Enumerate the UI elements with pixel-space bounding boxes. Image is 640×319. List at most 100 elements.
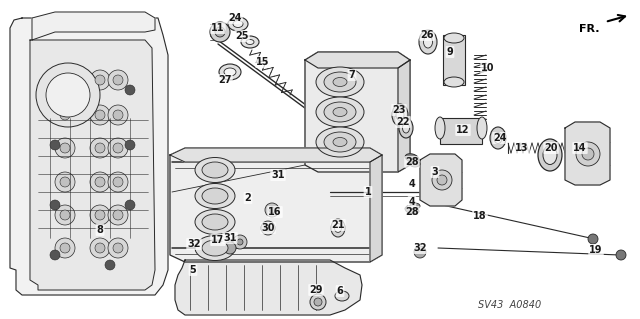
Circle shape xyxy=(55,205,75,225)
Ellipse shape xyxy=(246,40,254,44)
Text: 22: 22 xyxy=(396,117,410,127)
Circle shape xyxy=(125,85,135,95)
Ellipse shape xyxy=(335,291,349,301)
Circle shape xyxy=(95,75,105,85)
Circle shape xyxy=(426,190,434,198)
Circle shape xyxy=(437,175,447,185)
Ellipse shape xyxy=(477,117,487,139)
Text: 32: 32 xyxy=(188,239,201,249)
Text: 31: 31 xyxy=(223,233,237,243)
Text: 13: 13 xyxy=(515,143,529,153)
Circle shape xyxy=(60,243,70,253)
Ellipse shape xyxy=(324,132,356,152)
Circle shape xyxy=(310,294,326,310)
Circle shape xyxy=(105,260,115,270)
Circle shape xyxy=(90,138,110,158)
Polygon shape xyxy=(305,52,410,68)
Circle shape xyxy=(237,239,243,245)
Ellipse shape xyxy=(233,20,243,27)
Circle shape xyxy=(414,246,426,258)
Circle shape xyxy=(90,105,110,125)
Circle shape xyxy=(113,210,123,220)
Text: 16: 16 xyxy=(268,207,282,217)
Circle shape xyxy=(125,200,135,210)
Ellipse shape xyxy=(396,109,404,121)
Text: 23: 23 xyxy=(392,105,406,115)
Ellipse shape xyxy=(202,240,228,256)
Ellipse shape xyxy=(490,127,506,149)
Circle shape xyxy=(95,210,105,220)
Ellipse shape xyxy=(543,145,557,165)
Text: 29: 29 xyxy=(309,285,323,295)
Circle shape xyxy=(113,110,123,120)
Circle shape xyxy=(50,85,60,95)
Circle shape xyxy=(60,110,70,120)
Text: 10: 10 xyxy=(481,63,495,73)
Polygon shape xyxy=(305,52,410,172)
Text: 17: 17 xyxy=(211,235,225,245)
Circle shape xyxy=(265,203,279,217)
Ellipse shape xyxy=(316,97,364,127)
Ellipse shape xyxy=(435,117,445,139)
Ellipse shape xyxy=(195,210,235,234)
Ellipse shape xyxy=(538,139,562,171)
Circle shape xyxy=(108,172,128,192)
Text: 27: 27 xyxy=(218,75,232,85)
Circle shape xyxy=(125,140,135,150)
Circle shape xyxy=(95,143,105,153)
Polygon shape xyxy=(32,12,155,40)
Circle shape xyxy=(582,148,594,160)
Text: 1: 1 xyxy=(365,187,371,197)
Text: 12: 12 xyxy=(456,125,470,135)
Ellipse shape xyxy=(410,161,420,167)
Circle shape xyxy=(113,243,123,253)
Polygon shape xyxy=(420,154,462,206)
Ellipse shape xyxy=(333,137,347,146)
Text: 19: 19 xyxy=(589,245,603,255)
Circle shape xyxy=(215,27,225,37)
Polygon shape xyxy=(398,60,410,172)
Circle shape xyxy=(269,207,275,213)
Circle shape xyxy=(46,73,90,117)
Ellipse shape xyxy=(331,219,345,237)
Ellipse shape xyxy=(444,77,464,87)
Ellipse shape xyxy=(316,67,364,97)
Polygon shape xyxy=(565,122,610,185)
Circle shape xyxy=(95,110,105,120)
Bar xyxy=(443,35,465,85)
Circle shape xyxy=(108,205,128,225)
Text: 9: 9 xyxy=(447,47,453,57)
Text: 20: 20 xyxy=(544,143,557,153)
Circle shape xyxy=(233,235,247,249)
Ellipse shape xyxy=(419,30,437,54)
Ellipse shape xyxy=(324,102,356,122)
Circle shape xyxy=(113,75,123,85)
Text: 2: 2 xyxy=(244,193,252,203)
Circle shape xyxy=(90,70,110,90)
Circle shape xyxy=(224,242,236,254)
Text: 5: 5 xyxy=(189,265,196,275)
Text: 32: 32 xyxy=(413,243,427,253)
Text: 4: 4 xyxy=(408,179,415,189)
Ellipse shape xyxy=(224,68,236,76)
Text: 25: 25 xyxy=(236,31,249,41)
Text: 31: 31 xyxy=(271,170,285,180)
Text: 28: 28 xyxy=(405,207,419,217)
Text: 26: 26 xyxy=(420,30,434,40)
Circle shape xyxy=(55,172,75,192)
Polygon shape xyxy=(170,148,382,162)
Ellipse shape xyxy=(219,64,241,80)
Text: 14: 14 xyxy=(573,143,587,153)
Circle shape xyxy=(432,170,452,190)
Circle shape xyxy=(108,105,128,125)
Circle shape xyxy=(90,238,110,258)
Text: 4: 4 xyxy=(408,197,415,207)
Ellipse shape xyxy=(333,108,347,116)
Polygon shape xyxy=(370,155,382,262)
Circle shape xyxy=(90,205,110,225)
Text: 3: 3 xyxy=(431,167,438,177)
Text: 11: 11 xyxy=(211,23,225,33)
Text: 30: 30 xyxy=(261,223,275,233)
Circle shape xyxy=(90,172,110,192)
Circle shape xyxy=(314,298,322,306)
